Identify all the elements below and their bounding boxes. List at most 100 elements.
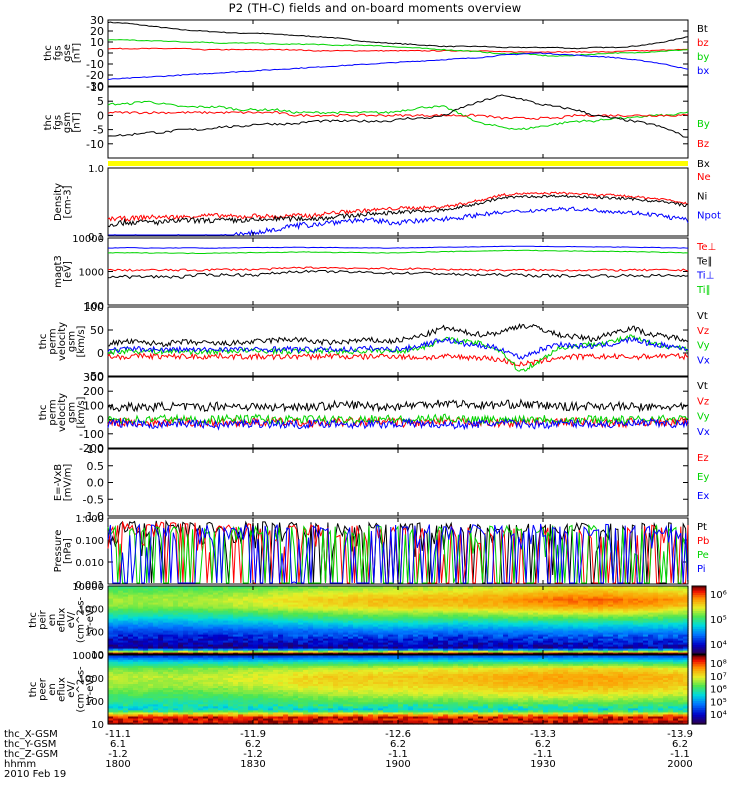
- spectrogram-cell: [363, 634, 369, 637]
- spectrogram-cell: [333, 650, 339, 653]
- spectrogram-cell: [243, 652, 249, 655]
- spectrogram-cell: [223, 646, 229, 649]
- spectrogram-cell: [413, 711, 419, 715]
- spectrogram-cell: [293, 630, 299, 633]
- spectrogram-cell: [393, 717, 399, 721]
- spectrogram-cell: [188, 644, 194, 647]
- spectrogram-cell: [498, 634, 504, 637]
- spectrogram-cell: [143, 600, 149, 603]
- spectrogram-cell: [338, 715, 344, 719]
- spectrogram-cell: [343, 610, 349, 613]
- spectrogram-cell: [538, 586, 544, 589]
- spectrogram-cell: [673, 610, 679, 613]
- spectrogram-cell: [123, 640, 129, 643]
- spectrogram-cell: [338, 638, 344, 641]
- spectrogram-cell: [548, 618, 554, 621]
- spectrogram-cell: [258, 652, 264, 655]
- spectrogram-cell: [568, 634, 574, 637]
- spectrogram-cell: [488, 614, 494, 617]
- spectrogram-cell: [263, 642, 269, 645]
- spectrogram-cell: [518, 652, 524, 655]
- spectrogram-cell: [448, 642, 454, 645]
- spectrogram-cell: [223, 586, 229, 589]
- spectrogram-cell: [678, 600, 684, 603]
- spectrogram-cell: [228, 598, 234, 601]
- spectrogram-cell: [228, 715, 234, 719]
- spectrogram-cell: [663, 598, 669, 601]
- spectrogram-cell: [538, 600, 544, 603]
- spectrogram-cell: [118, 713, 124, 717]
- spectrogram-cell: [298, 713, 304, 717]
- spectrogram-cell: [673, 596, 679, 599]
- spectrogram-cell: [583, 618, 589, 621]
- spectrogram-cell: [423, 606, 429, 609]
- spectrogram-cell: [638, 636, 644, 639]
- spectrogram-cell: [178, 717, 184, 721]
- spectrogram-cell: [353, 632, 359, 635]
- spectrogram-cell: [513, 590, 519, 593]
- spectrogram-cell: [333, 606, 339, 609]
- spectrogram-cell: [178, 600, 184, 603]
- spectrogram-cell: [518, 646, 524, 649]
- spectrogram-cell: [373, 598, 379, 601]
- spectrogram-cell: [243, 594, 249, 597]
- spectrogram-cell: [113, 606, 119, 609]
- spectrogram-cell: [673, 588, 679, 591]
- spectrogram-cell: [148, 634, 154, 637]
- spectrogram-cell: [493, 636, 499, 639]
- spectrogram-cell: [583, 650, 589, 653]
- spectrogram-cell: [343, 622, 349, 625]
- spectrogram-cell: [468, 614, 474, 617]
- spectrogram-cell: [553, 610, 559, 613]
- spectrogram-cell: [503, 628, 509, 631]
- spectrogram-cell: [508, 588, 514, 591]
- spectrogram-cell: [533, 612, 539, 615]
- spectrogram-cell: [388, 715, 394, 719]
- spectrogram-cell: [578, 592, 584, 595]
- spectrogram-cell: [203, 606, 209, 609]
- spectrogram-cell: [588, 650, 594, 653]
- spectrogram-cell: [483, 602, 489, 605]
- spectrogram-cell: [483, 614, 489, 617]
- spectrogram-cell: [408, 650, 414, 653]
- spectrogram-cell: [528, 711, 534, 715]
- spectrogram-cell: [188, 636, 194, 639]
- spectrogram-cell: [168, 715, 174, 719]
- spectrogram-cell: [503, 630, 509, 633]
- spectrogram-cell: [548, 606, 554, 609]
- spectrogram-cell: [288, 636, 294, 639]
- spectrogram-cell: [588, 638, 594, 641]
- spectrogram-cell: [128, 711, 134, 715]
- spectrogram-cell: [188, 598, 194, 601]
- spectrogram-cell: [558, 612, 564, 615]
- spectrogram-cell: [228, 638, 234, 641]
- spectrogram-cell: [643, 590, 649, 593]
- spectrogram-cell: [393, 632, 399, 635]
- spectrogram-cell: [278, 614, 284, 617]
- spectrogram-cell: [473, 622, 479, 625]
- spectrogram-cell: [558, 602, 564, 605]
- spectrogram-cell: [638, 628, 644, 631]
- spectrogram-cell: [483, 642, 489, 645]
- spectrogram-cell: [168, 618, 174, 621]
- spectrogram-cell: [178, 634, 184, 637]
- spectrogram-cell: [153, 719, 159, 723]
- spectrogram-cell: [263, 640, 269, 643]
- spectrogram-cell: [268, 614, 274, 617]
- spectrogram-cell: [228, 610, 234, 613]
- spectrogram-cell: [338, 640, 344, 643]
- spectrogram-cell: [113, 608, 119, 611]
- spectrogram-cell: [168, 636, 174, 639]
- spectrogram-cell: [618, 622, 624, 625]
- spectrogram-cell: [283, 624, 289, 627]
- spectrogram-cell: [458, 652, 464, 655]
- spectrogram-cell: [498, 721, 504, 725]
- spectrogram-cell: [223, 650, 229, 653]
- spectrogram-cell: [378, 608, 384, 611]
- spectrogram-cell: [173, 636, 179, 639]
- spectrogram-cell: [348, 630, 354, 633]
- spectrogram-cell: [173, 624, 179, 627]
- spectrogram-cell: [178, 622, 184, 625]
- spectrogram-cell: [628, 606, 634, 609]
- spectrogram-cell: [438, 618, 444, 621]
